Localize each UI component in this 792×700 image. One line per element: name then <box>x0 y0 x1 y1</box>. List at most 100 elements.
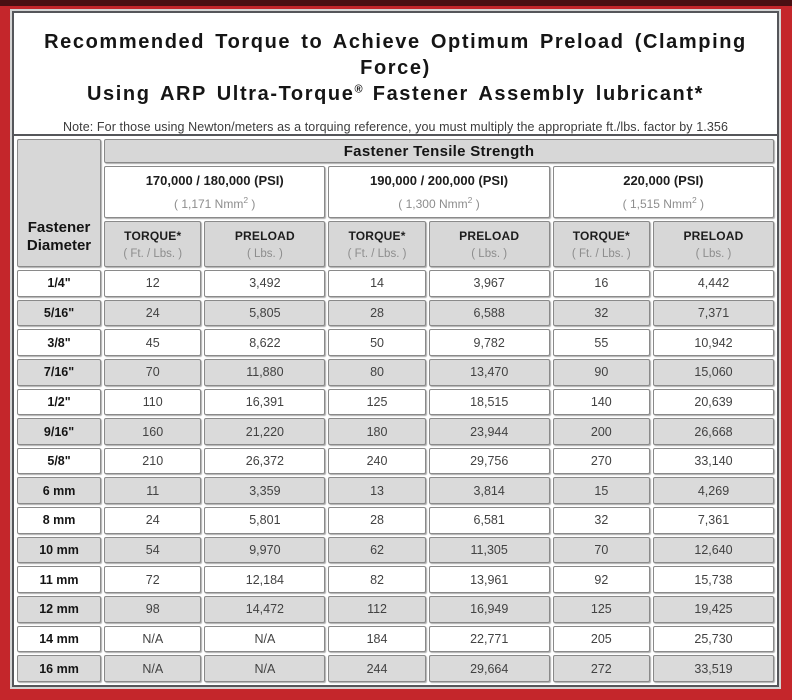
table-cell: 180 <box>328 418 426 445</box>
table-cell: 54 <box>104 536 202 564</box>
table-row: 5/16" 24 5,805 28 6,588 32 7,371 <box>17 299 774 327</box>
table-cell: 13,470 <box>428 358 550 386</box>
table-cell: 112 <box>328 596 426 623</box>
table-cell: 12,184 <box>204 566 326 594</box>
title-brand-text: Using ARP Ultra-Torque <box>86 83 355 105</box>
psi-group-220: 220,000 (PSI) ( 1,515 Nmm2 ) <box>552 166 774 218</box>
table-cell: 45 <box>104 329 202 356</box>
table-cell: 16 <box>552 270 650 297</box>
table-header: Fastener Diameter Fastener Tensile Stren… <box>17 139 774 267</box>
table-cell: 13,961 <box>428 566 550 594</box>
table-cell: 22,771 <box>428 625 550 653</box>
table-row: 16 mm N/A N/A 244 29,664 272 33,519 <box>17 655 774 682</box>
table-cell: 98 <box>104 596 202 623</box>
row-label-diameter: 9/16" <box>17 418 102 445</box>
table-cell: 272 <box>552 655 650 682</box>
title-suffix-text: Fastener Assembly lubricant* <box>362 83 705 105</box>
table-cell: N/A <box>204 655 326 682</box>
table-row: 3/8" 45 8,622 50 9,782 55 10,942 <box>17 329 774 356</box>
column-header-preload-1: PRELOAD ( Lbs. ) <box>204 221 326 267</box>
table-cell: 24 <box>104 507 202 534</box>
table-cell: 33,140 <box>653 447 774 475</box>
table-cell: 90 <box>552 358 650 386</box>
table-cell: 11,880 <box>204 358 326 386</box>
table-row: 1/4" 12 3,492 14 3,967 16 4,442 <box>17 270 774 297</box>
table-cell: 3,492 <box>204 270 326 297</box>
table-cell: 10,942 <box>653 329 774 356</box>
table-cell: 92 <box>552 566 650 594</box>
psi-value: 170,000 / 180,000 (PSI) <box>145 173 284 188</box>
table-cell: 3,359 <box>204 477 326 505</box>
table-cell: 7,371 <box>653 299 774 327</box>
table-cell: 28 <box>328 507 426 534</box>
table-row: 9/16" 160 21,220 180 23,944 200 26,668 <box>17 418 774 445</box>
table-cell: 72 <box>104 566 202 594</box>
column-header-preload-2: PRELOAD ( Lbs. ) <box>428 221 550 267</box>
table-cell: 4,442 <box>653 270 774 297</box>
table-cell: 8,622 <box>204 329 326 356</box>
table-cell: 6,588 <box>428 299 550 327</box>
table-cell: 3,814 <box>428 477 550 505</box>
column-header-torque-2: TORQUE* ( Ft. / Lbs. ) <box>328 221 426 267</box>
table-cell: 23,944 <box>428 418 550 445</box>
table-cell: 70 <box>552 536 650 564</box>
table-cell: 3,967 <box>428 270 550 297</box>
masthead: Recommended Torque to Achieve Optimum Pr… <box>14 13 777 134</box>
registered-mark: ® <box>354 83 363 96</box>
row-label-diameter: 11 mm <box>17 566 102 594</box>
row-label-diameter: 1/4" <box>17 270 102 297</box>
table-cell: 13 <box>328 477 426 505</box>
table-cell: 4,269 <box>653 477 774 505</box>
row-label-diameter: 6 mm <box>17 477 102 505</box>
table-cell: 26,372 <box>204 447 326 475</box>
table-cell: 29,664 <box>428 655 550 682</box>
table-cell: 20,639 <box>653 388 774 416</box>
header-row-tensile: Fastener Diameter Fastener Tensile Stren… <box>17 139 774 267</box>
table-cell: 32 <box>552 299 650 327</box>
table-cell: 5,801 <box>204 507 326 534</box>
table-row: 7/16" 70 11,880 80 13,470 90 15,060 <box>17 358 774 386</box>
table-cell: N/A <box>204 625 326 653</box>
table-cell: 160 <box>104 418 202 445</box>
table-row: 6 mm 11 3,359 13 3,814 15 4,269 <box>17 477 774 505</box>
table-cell: 26,668 <box>653 418 774 445</box>
table-cell: 70 <box>104 358 202 386</box>
table-row: 1/2" 110 16,391 125 18,515 140 20,639 <box>17 388 774 416</box>
table-cell: 6,581 <box>428 507 550 534</box>
table-row: 8 mm 24 5,801 28 6,581 32 7,361 <box>17 507 774 534</box>
column-header-preload-3: PRELOAD ( Lbs. ) <box>653 221 774 267</box>
table-cell: 11,305 <box>428 536 550 564</box>
table-cell: 12,640 <box>653 536 774 564</box>
table-cell: 18,515 <box>428 388 550 416</box>
psi-value: 220,000 (PSI) <box>623 173 704 188</box>
row-label-diameter: 10 mm <box>17 536 102 564</box>
table-cell: 7,361 <box>653 507 774 534</box>
table-cell: 33,519 <box>653 655 774 682</box>
tensile-strength-header: Fastener Tensile Strength <box>104 139 774 163</box>
table-cell: N/A <box>104 625 202 653</box>
table-cell: 270 <box>552 447 650 475</box>
row-label-diameter: 12 mm <box>17 596 102 623</box>
table-row: 10 mm 54 9,970 62 11,305 70 12,640 <box>17 536 774 564</box>
table-cell: 184 <box>328 625 426 653</box>
table-cell: 25,730 <box>653 625 774 653</box>
table-cell: 110 <box>104 388 202 416</box>
table-cell: 62 <box>328 536 426 564</box>
table-cell: 16,949 <box>428 596 550 623</box>
row-label-diameter: 8 mm <box>17 507 102 534</box>
table-row: 5/8" 210 26,372 240 29,756 270 33,140 <box>17 447 774 475</box>
table-cell: 125 <box>552 596 650 623</box>
row-label-diameter: 5/8" <box>17 447 102 475</box>
table-cell: 9,782 <box>428 329 550 356</box>
table-cell: 11 <box>104 477 202 505</box>
table-cell: 28 <box>328 299 426 327</box>
column-header-torque-3: TORQUE* ( Ft. / Lbs. ) <box>552 221 650 267</box>
nmm-value: ( 1,515 Nmm2 ) <box>622 195 705 211</box>
nmm-value: ( 1,171 Nmm2 ) <box>173 195 256 211</box>
row-label-diameter: 14 mm <box>17 625 102 653</box>
table-cell: 32 <box>552 507 650 534</box>
table-cell: 21,220 <box>204 418 326 445</box>
page-title-line1: Recommended Torque to Achieve Optimum Pr… <box>44 31 747 79</box>
table-cell: N/A <box>104 655 202 682</box>
